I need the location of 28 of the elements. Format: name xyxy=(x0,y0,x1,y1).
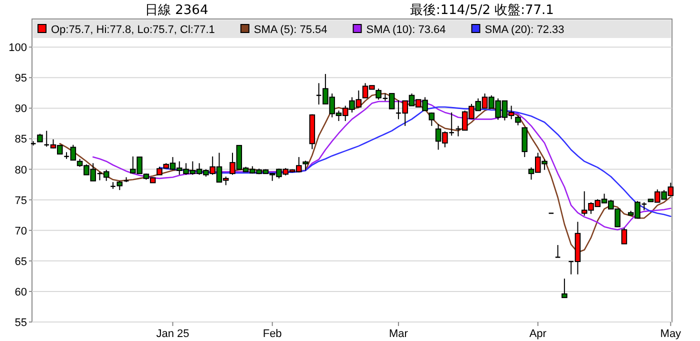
legend-label: SMA (10): 73.64 xyxy=(366,24,446,36)
y-tick-label: 75 xyxy=(14,194,27,207)
subtitle: 最後:114/5/2 收盤:77.1 xyxy=(410,3,554,18)
candlestick xyxy=(555,244,560,258)
y-tick-label: 90 xyxy=(14,103,27,116)
y-tick-label: 95 xyxy=(14,72,27,85)
title: 日線 2364 xyxy=(145,3,208,18)
x-tick-label: Feb xyxy=(262,328,282,340)
x-tick-label: May xyxy=(660,328,682,340)
legend-label: SMA (20): 72.33 xyxy=(484,24,564,36)
candlestick xyxy=(621,227,628,244)
y-tick-label: 85 xyxy=(14,134,27,146)
x-tick-label: Apr xyxy=(529,328,547,340)
legend-label: Op:75.7, Hi:77.8, Lo:75.7, Cl:77.1 xyxy=(51,24,215,36)
y-tick-label: 55 xyxy=(14,317,27,329)
candlestick xyxy=(302,160,308,171)
candlestick xyxy=(515,115,521,126)
y-tick-label: 100 xyxy=(8,42,27,54)
y-tick-label: 65 xyxy=(14,256,27,268)
x-tick-label: Jan 25 xyxy=(156,328,190,340)
y-tick-label: 60 xyxy=(14,286,27,298)
y-tick-label: 80 xyxy=(14,164,27,176)
x-tick-label: Mar xyxy=(388,328,408,340)
legend-label: SMA (5): 75.54 xyxy=(254,24,328,36)
candlestick xyxy=(562,278,568,298)
candlestick xyxy=(522,127,528,158)
candlestick xyxy=(428,112,435,126)
y-tick-label: 70 xyxy=(14,225,27,238)
